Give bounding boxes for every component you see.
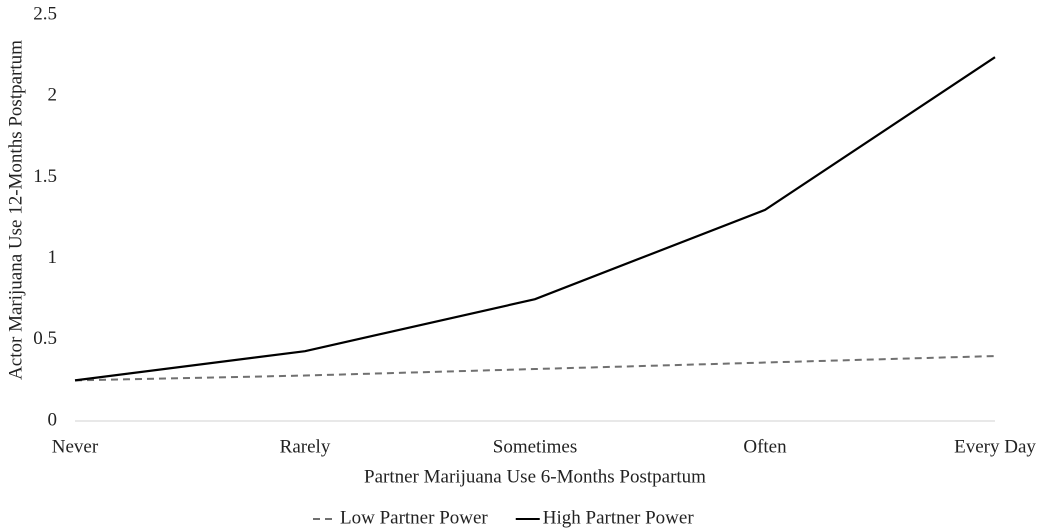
- x-tick-label: Every Day: [954, 436, 1036, 457]
- legend-label: Low Partner Power: [340, 507, 488, 528]
- legend: Low Partner Power High Partner Power: [313, 507, 694, 528]
- x-axis-title: Partner Marijuana Use 6-Months Postpartu…: [364, 466, 706, 487]
- x-tick-label: Sometimes: [493, 436, 577, 457]
- x-tick-label: Often: [743, 436, 787, 457]
- x-tick-label: Rarely: [280, 436, 331, 457]
- y-tick-label: 2.5: [33, 3, 57, 24]
- legend-label: High Partner Power: [543, 507, 695, 528]
- y-tick-label: 1: [48, 247, 58, 268]
- x-tick-label: Never: [52, 436, 99, 457]
- y-tick-label: 2: [48, 85, 58, 106]
- series-line: [74, 355, 996, 382]
- y-tick-label: 0.5: [33, 328, 57, 349]
- y-tick-label: 1.5: [33, 166, 57, 187]
- series-line: [74, 56, 996, 382]
- y-tick-label: 0: [48, 409, 58, 430]
- y-axis-title: Actor Marijuana Use 12-Months Postpartum: [5, 40, 26, 380]
